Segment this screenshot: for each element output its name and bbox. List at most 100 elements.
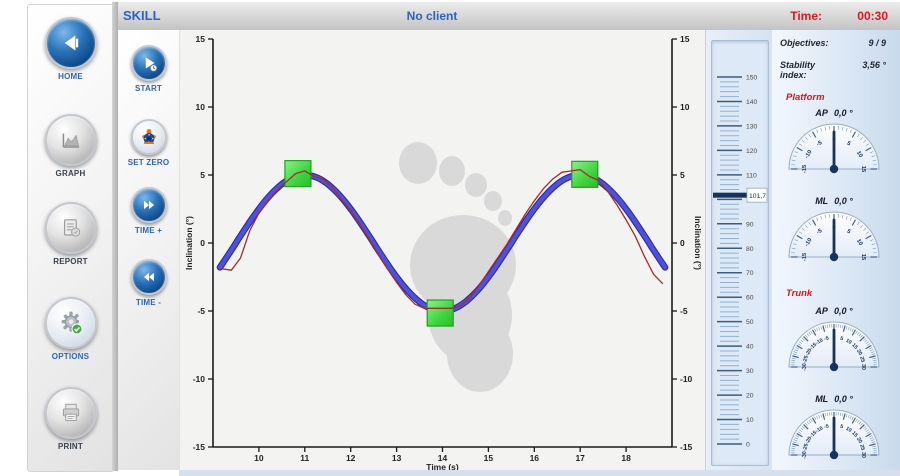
results-panel: Objectives: 9 / 9 Stability index: 3,56 … (772, 30, 900, 470)
svg-text:Inclination (°): Inclination (°) (693, 216, 703, 270)
svg-text:10: 10 (855, 150, 863, 159)
svg-text:101,7: 101,7 (749, 193, 766, 200)
home-icon (44, 17, 97, 69)
svg-text:-10: -10 (815, 425, 825, 434)
svg-text:-5: -5 (197, 306, 205, 316)
mode-title: SKILL (123, 8, 161, 23)
svg-text:15: 15 (860, 166, 866, 173)
svg-text:10: 10 (855, 238, 863, 247)
svg-text:5: 5 (200, 170, 205, 180)
printer-icon (44, 387, 97, 439)
sidebar: HOME GRAPH REPORT (27, 4, 114, 472)
svg-text:0: 0 (200, 238, 205, 248)
start-button[interactable]: START (118, 45, 179, 93)
rewind-icon (130, 259, 167, 295)
svg-text:-5: -5 (823, 423, 829, 430)
svg-text:110: 110 (746, 172, 757, 179)
svg-text:120: 120 (746, 148, 758, 155)
svg-text:13: 13 (392, 453, 402, 463)
set-zero-balance-icon (130, 119, 167, 155)
svg-text:30: 30 (860, 364, 866, 370)
svg-text:-15: -15 (802, 252, 808, 261)
svg-text:-15: -15 (809, 342, 819, 352)
print-button[interactable]: PRINT (28, 387, 113, 451)
home-button[interactable]: HOME (28, 17, 113, 81)
platform-section-title: Platform (786, 92, 825, 103)
svg-text:130: 130 (746, 123, 758, 130)
svg-text:5: 5 (839, 336, 843, 343)
svg-text:-10: -10 (815, 337, 825, 346)
svg-text:-10: -10 (193, 374, 206, 384)
svg-text:12: 12 (346, 453, 356, 463)
svg-text:Inclination (°): Inclination (°) (184, 216, 194, 270)
svg-text:-5: -5 (816, 140, 824, 148)
graph-button[interactable]: GRAPH (28, 114, 113, 178)
svg-text:0: 0 (680, 238, 685, 248)
report-button[interactable]: REPORT (28, 202, 113, 266)
height-ruler-panel: 0102030405060708090100110120130140150101… (705, 30, 773, 470)
time-plus-button[interactable]: TIME + (118, 187, 179, 235)
svg-text:10: 10 (746, 417, 754, 424)
header-bar: SKILL No client Time: 00:30 (118, 2, 900, 31)
time-minus-button[interactable]: TIME - (118, 259, 179, 307)
svg-text:10: 10 (196, 102, 206, 112)
objectives-label: Objectives: (780, 38, 829, 48)
client-name: No client (406, 9, 458, 23)
svg-text:20: 20 (855, 436, 863, 444)
chart-canvas: -15 -15 -10 -10 -5 -5 0 0 5 5 10 10 15 15 10 11 12 13 14 15… (184, 34, 703, 472)
stability-row: Stability index: 3,56 ° (772, 60, 896, 81)
svg-text:150: 150 (746, 75, 758, 82)
svg-text:-30: -30 (802, 451, 808, 459)
svg-text:-15: -15 (802, 164, 808, 173)
svg-text:20: 20 (855, 348, 863, 356)
svg-text:10: 10 (254, 453, 264, 463)
svg-text:30: 30 (746, 368, 754, 375)
objectives-row: Objectives: 9 / 9 (772, 38, 896, 48)
set-zero-button[interactable]: SET ZERO (118, 119, 179, 167)
inclination-chart: -15 -15 -10 -10 -5 -5 0 0 5 5 10 10 15 15 10 11 12 13 14 15… (179, 30, 706, 472)
svg-text:70: 70 (746, 270, 754, 277)
svg-text:0: 0 (746, 442, 750, 449)
svg-text:15: 15 (680, 34, 690, 44)
svg-text:-10: -10 (804, 237, 813, 247)
svg-text:15: 15 (860, 254, 866, 261)
svg-text:30: 30 (860, 452, 866, 458)
svg-text:60: 60 (746, 295, 754, 302)
svg-text:10: 10 (844, 426, 852, 434)
svg-text:10: 10 (680, 102, 690, 112)
options-gear-icon (44, 297, 97, 349)
play-clock-icon (130, 45, 167, 81)
svg-text:-5: -5 (816, 228, 824, 236)
svg-text:15: 15 (196, 34, 206, 44)
svg-text:15: 15 (850, 342, 858, 350)
svg-text:11: 11 (300, 453, 309, 463)
svg-text:25: 25 (858, 444, 865, 451)
graph-icon (44, 114, 97, 166)
svg-text:-10: -10 (804, 149, 813, 159)
options-button[interactable]: OPTIONS (28, 297, 113, 361)
svg-text:14: 14 (438, 453, 448, 463)
svg-text:-25: -25 (802, 355, 810, 364)
platform-ml-gauge: -15-10-5051015 (772, 208, 896, 268)
svg-text:40: 40 (746, 344, 754, 351)
svg-text:80: 80 (746, 246, 754, 253)
svg-text:140: 140 (746, 99, 758, 106)
svg-text:-15: -15 (809, 430, 819, 440)
svg-text:5: 5 (846, 228, 852, 235)
time-value: 00:30 (857, 9, 888, 23)
panel-divider (112, 2, 118, 471)
trunk-ml-gauge: -30-25-20-15-10-5051015202530 (772, 406, 896, 466)
svg-text:16: 16 (530, 453, 540, 463)
svg-text:18: 18 (621, 453, 631, 463)
window-bottom-edge (179, 470, 900, 476)
svg-text:5: 5 (839, 424, 843, 431)
svg-text:-30: -30 (802, 363, 808, 371)
controls-column: START SET ZERO TIME + (118, 30, 180, 470)
platform-ap-gauge: -15-10-5051015 (772, 120, 896, 180)
svg-text:20: 20 (746, 393, 754, 400)
fast-forward-icon (130, 187, 167, 223)
svg-text:10: 10 (844, 338, 852, 346)
platform-ml-label: ML 0,0 ° (815, 196, 853, 206)
trunk-ap-gauge: -30-25-20-15-10-5051015202530 (772, 318, 896, 378)
svg-text:Time (s): Time (s) (426, 462, 459, 472)
